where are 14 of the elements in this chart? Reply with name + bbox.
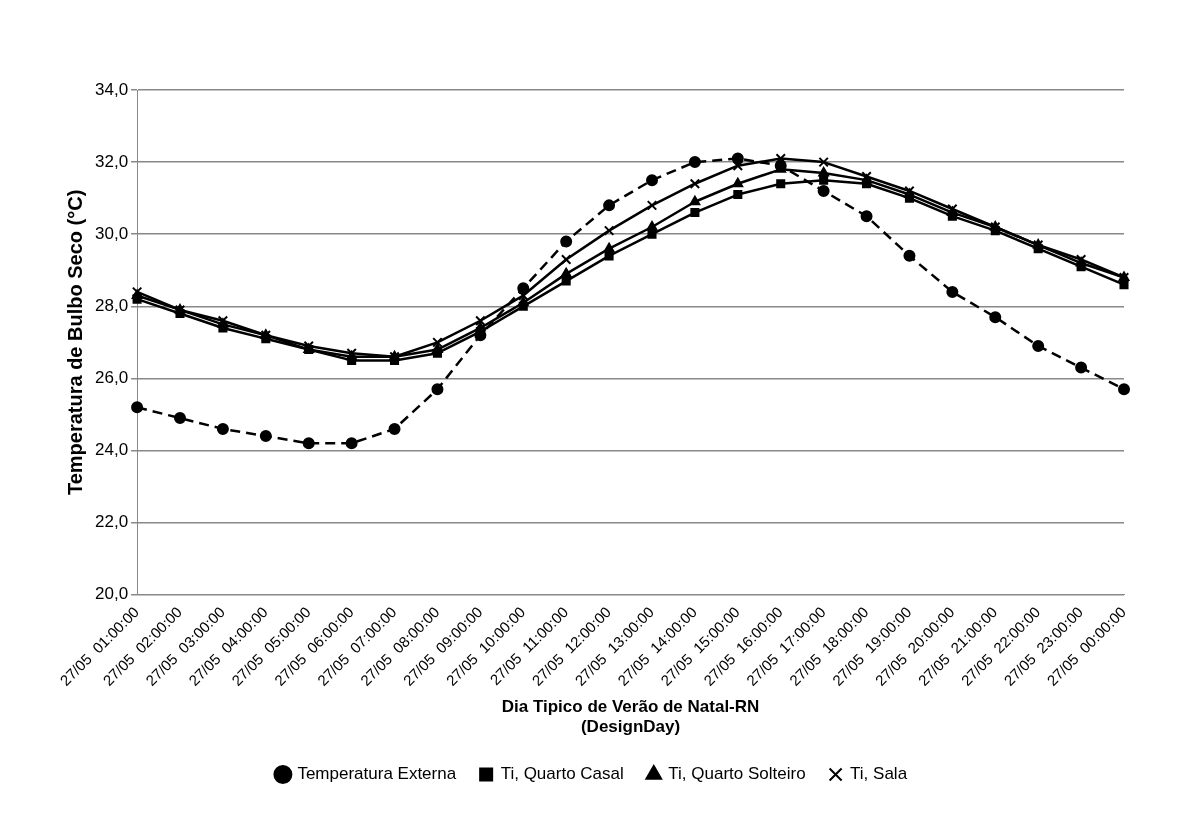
legend-label: Ti, Sala xyxy=(850,764,908,784)
y-tick-label: 28,0 xyxy=(94,296,129,316)
x-axis-title: Dia Tipico de Verão de Natal-RN (DesignDay) xyxy=(501,697,760,737)
y-tick-label: 26,0 xyxy=(94,368,129,388)
y-tick-label: 34,0 xyxy=(94,79,129,99)
legend-label: Ti, Quarto Solteiro xyxy=(668,764,806,784)
legend-label: Ti, Quarto Casal xyxy=(500,764,624,784)
y-tick-label: 20,0 xyxy=(94,584,129,604)
y-tick-label: 24,0 xyxy=(94,440,129,460)
legend-label: Temperatura Externa xyxy=(297,764,457,784)
y-axis-title: Temperatura de Bulbo Seco (°C) xyxy=(63,189,86,496)
y-tick-label: 22,0 xyxy=(94,512,129,532)
y-tick-label: 30,0 xyxy=(94,223,129,243)
y-tick-label: 32,0 xyxy=(94,151,129,171)
